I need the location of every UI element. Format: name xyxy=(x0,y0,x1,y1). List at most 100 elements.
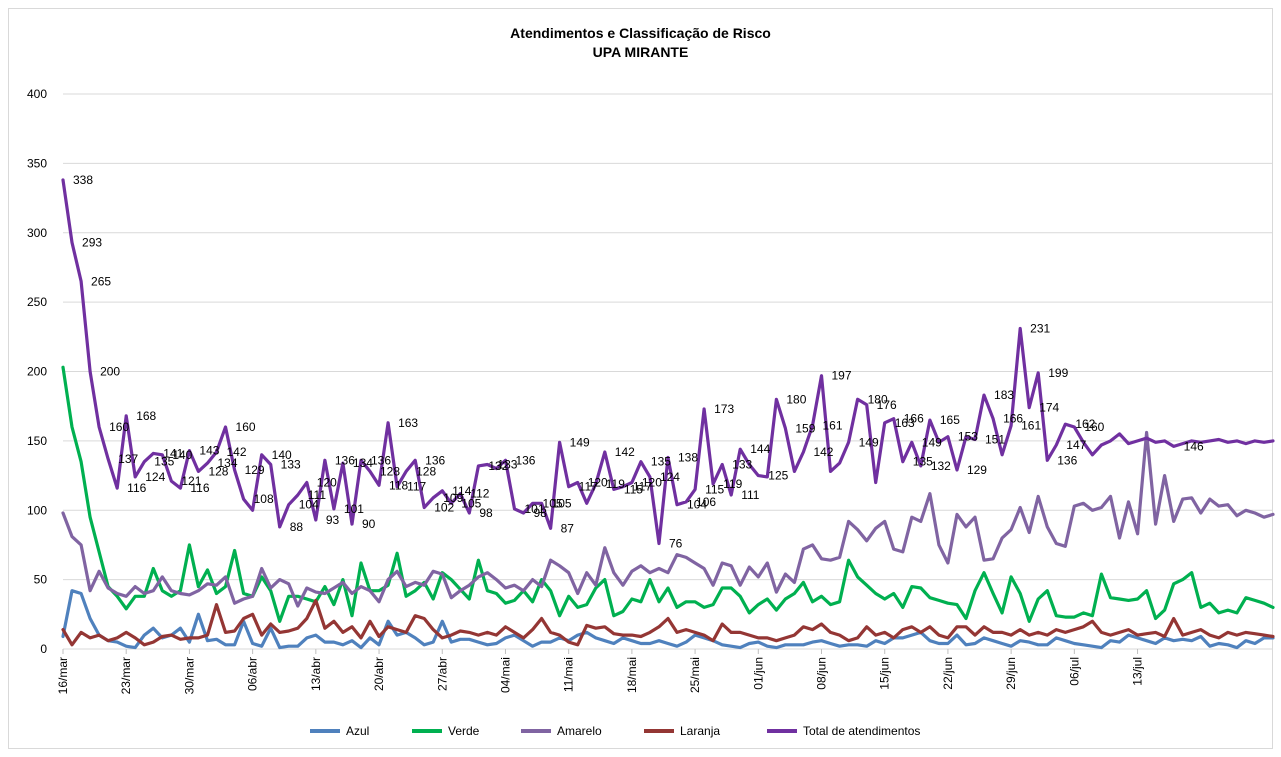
data-label: 88 xyxy=(290,520,304,534)
data-label: 160 xyxy=(236,420,256,434)
data-label: 163 xyxy=(895,416,915,430)
x-tick-label: 16/mar xyxy=(56,657,70,694)
data-label: 109 xyxy=(443,491,463,505)
y-tick-label: 0 xyxy=(40,642,47,656)
data-label: 143 xyxy=(199,444,219,458)
data-label: 141 xyxy=(163,446,183,460)
data-label: 117 xyxy=(407,480,426,494)
data-label: 176 xyxy=(877,398,897,412)
data-label: 165 xyxy=(940,413,960,427)
data-label: 166 xyxy=(1003,412,1023,426)
data-label: 117 xyxy=(633,480,652,494)
data-label: 161 xyxy=(822,419,842,433)
data-label: 106 xyxy=(696,495,716,509)
data-label: 173 xyxy=(714,402,734,416)
data-label: 136 xyxy=(425,453,445,467)
legend-label: Total de atendimentos xyxy=(803,724,920,738)
x-tick-label: 23/mar xyxy=(119,657,133,694)
chart-subtitle: UPA MIRANTE xyxy=(592,44,689,60)
data-label: 116 xyxy=(127,481,146,495)
data-label: 200 xyxy=(100,365,120,379)
data-label: 133 xyxy=(732,457,752,471)
data-label: 160 xyxy=(109,420,129,434)
x-tick-label: 20/abr xyxy=(372,657,386,691)
data-label: 128 xyxy=(208,464,228,478)
data-label: 102 xyxy=(434,500,454,514)
data-label: 98 xyxy=(479,506,493,520)
data-label: 162 xyxy=(1075,417,1095,431)
x-tick-label: 18/mai xyxy=(625,657,639,693)
data-label: 118 xyxy=(389,478,408,492)
data-label: 133 xyxy=(281,457,301,471)
data-label: 153 xyxy=(958,430,978,444)
data-label: 132 xyxy=(931,459,951,473)
data-label: 115 xyxy=(705,482,724,496)
data-label: 166 xyxy=(904,412,924,426)
data-label: 133 xyxy=(497,457,517,471)
data-label: 120 xyxy=(588,476,608,490)
x-tick-label: 29/jun xyxy=(1004,657,1018,690)
data-label: 128 xyxy=(416,464,436,478)
series-line-amarelo xyxy=(61,430,1275,608)
data-label: 134 xyxy=(217,456,237,470)
data-label: 125 xyxy=(768,469,788,483)
data-label: 144 xyxy=(750,442,770,456)
data-label: 161 xyxy=(1021,419,1041,433)
data-label: 111 xyxy=(741,488,760,502)
legend-label: Amarelo xyxy=(557,724,602,738)
data-label: 87 xyxy=(561,521,575,535)
data-label: 136 xyxy=(371,453,391,467)
data-label: 135 xyxy=(913,455,933,469)
data-label: 117 xyxy=(579,480,598,494)
data-label: 138 xyxy=(678,451,698,465)
data-label: 135 xyxy=(154,455,174,469)
x-tick-label: 13/jul xyxy=(1131,657,1145,686)
data-label: 137 xyxy=(118,452,138,466)
legend-label: Azul xyxy=(346,724,369,738)
data-label: 159 xyxy=(795,421,815,435)
data-label: 76 xyxy=(669,537,683,551)
y-tick-label: 200 xyxy=(27,365,47,379)
data-label: 111 xyxy=(308,488,327,502)
data-label: 128 xyxy=(380,464,400,478)
data-label: 174 xyxy=(1039,401,1059,415)
data-label: 338 xyxy=(73,173,93,187)
series-line-azul xyxy=(61,589,1275,650)
data-label: 112 xyxy=(470,487,489,501)
data-label: 101 xyxy=(524,502,544,516)
y-tick-label: 150 xyxy=(27,434,47,448)
data-label: 180 xyxy=(786,392,806,406)
data-label: 149 xyxy=(922,435,942,449)
data-label: 293 xyxy=(82,235,102,249)
x-tick-label: 30/mar xyxy=(182,657,196,694)
data-label: 105 xyxy=(461,496,481,510)
data-label: 120 xyxy=(317,476,337,490)
series-line-laranja xyxy=(61,598,1275,647)
data-label: 140 xyxy=(272,448,292,462)
data-label: 149 xyxy=(570,435,590,449)
x-tick-label: 08/jun xyxy=(815,657,829,690)
series-line-total-de-atendimentos xyxy=(61,178,1275,546)
y-tick-label: 250 xyxy=(27,295,47,309)
data-label: 140 xyxy=(172,448,192,462)
data-label: 124 xyxy=(145,470,165,484)
x-tick-label: 13/abr xyxy=(309,657,323,691)
data-label: 115 xyxy=(624,482,643,496)
data-label: 199 xyxy=(1048,366,1068,380)
x-tick-label: 15/jun xyxy=(878,657,892,690)
x-tick-label: 06/abr xyxy=(246,657,260,691)
data-label: 149 xyxy=(859,435,879,449)
series-line-verde xyxy=(61,365,1275,623)
data-label: 124 xyxy=(660,470,680,484)
data-label: 135 xyxy=(651,455,671,469)
data-label: 104 xyxy=(687,498,707,512)
chart-title-block: Atendimentos e Classificação de Risco UP… xyxy=(0,24,1281,62)
legend-label: Verde xyxy=(448,724,480,738)
data-label: 136 xyxy=(515,453,535,467)
data-label: 101 xyxy=(344,502,364,516)
data-label: 132 xyxy=(488,459,508,473)
data-label: 108 xyxy=(254,492,274,506)
data-label: 104 xyxy=(299,498,319,512)
data-label: 136 xyxy=(1057,453,1077,467)
